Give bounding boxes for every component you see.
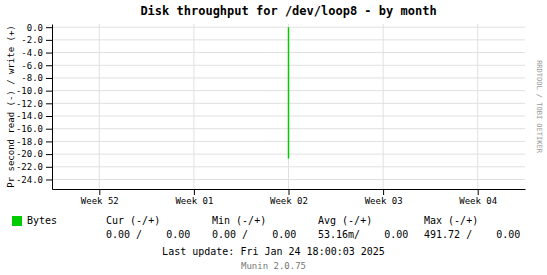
y-tick: -2.0 xyxy=(21,35,52,45)
y-tick-label: 0.0 xyxy=(27,23,43,33)
y-tick-mark xyxy=(46,40,52,41)
x-tick-mark xyxy=(383,189,384,195)
chart: 0.0 -2.0 -4.0 -6.0 -8.0 -10.0 -12.0 -14.0 -16.0 -… xyxy=(0,0,547,275)
x-tick-label: Week 01 xyxy=(175,196,213,206)
y-tick-mark xyxy=(46,141,52,142)
y-tick-mark xyxy=(46,91,52,92)
y-tick: -10.0 xyxy=(16,86,52,96)
y-tick: -24.0 xyxy=(16,175,52,185)
credit: Munin 2.0.75 xyxy=(241,261,306,271)
x-tick-mark xyxy=(99,189,100,195)
x-tick: Week 03 xyxy=(365,189,403,206)
title: Disk throughput for /dev/loop8 - by mont… xyxy=(140,4,436,18)
watermark: RRDTOOL / TOBI OETIKER xyxy=(535,60,543,154)
y-tick-label: -18.0 xyxy=(16,137,43,147)
grid-line-x xyxy=(477,24,478,189)
x-tick-label: Week 04 xyxy=(459,196,497,206)
x-tick-label: Week 03 xyxy=(365,196,403,206)
y-tick-mark xyxy=(46,53,52,54)
y-tick: -20.0 xyxy=(16,149,52,159)
y-tick-label: -2.0 xyxy=(21,35,43,45)
y-tick-mark xyxy=(46,154,52,155)
y-tick: -16.0 xyxy=(16,124,52,134)
footer-header: Avg (-/+) xyxy=(318,215,372,226)
y-axis-title: Pr second read (-) / write (+) xyxy=(6,25,16,188)
x-tick: Week 04 xyxy=(459,189,497,206)
legend-label: Bytes xyxy=(27,215,57,226)
x-tick-mark xyxy=(194,189,195,195)
x-tick-label: Week 52 xyxy=(81,196,119,206)
series-line xyxy=(288,27,290,158)
y-tick-label: -14.0 xyxy=(16,111,43,121)
y-tick-label: -24.0 xyxy=(16,175,43,185)
y-tick: -22.0 xyxy=(16,162,52,172)
y-tick: 0.0 xyxy=(27,23,52,33)
x-tick-mark xyxy=(289,189,290,195)
footer-value: 0.00 / 0.00 xyxy=(106,229,190,240)
grid-line-x xyxy=(383,24,384,189)
y-tick-mark xyxy=(46,116,52,117)
y-tick-mark xyxy=(46,103,52,104)
y-tick: -8.0 xyxy=(21,73,52,83)
y-tick-label: -12.0 xyxy=(16,99,43,109)
y-tick: -18.0 xyxy=(16,137,52,147)
y-tick: -6.0 xyxy=(21,61,52,71)
y-tick-mark xyxy=(46,65,52,66)
footer-value: 53.16m/ 0.00 xyxy=(318,229,408,240)
footer-header: Cur (-/+) xyxy=(106,215,160,226)
y-tick-mark xyxy=(46,129,52,130)
y-tick-mark xyxy=(46,167,52,168)
y-axis: 0.0 -2.0 -4.0 -6.0 -8.0 -10.0 -12.0 -14.0 -16.0 -… xyxy=(16,23,53,190)
x-tick: Week 02 xyxy=(270,189,308,206)
y-tick-label: -16.0 xyxy=(16,124,43,134)
y-tick-label: -6.0 xyxy=(21,61,43,71)
footer-value: 0.00 / 0.00 xyxy=(212,229,296,240)
plot: 0.0 -2.0 -4.0 -6.0 -8.0 -10.0 -12.0 -14.0 -16.0 -… xyxy=(16,23,526,207)
grid-line-x xyxy=(193,24,194,189)
y-tick-mark xyxy=(46,179,52,180)
y-tick-mark xyxy=(46,27,52,28)
legend-swatch xyxy=(12,216,22,226)
footer-header: Min (-/+) xyxy=(212,215,266,226)
x-tick-mark xyxy=(478,189,479,195)
y-tick-mark xyxy=(46,78,52,79)
x-tick: Week 01 xyxy=(175,189,213,206)
x-axis: Week 52 Week 01 Week 02 Week 03 Week 04 xyxy=(53,189,526,206)
legend-item: Bytes xyxy=(12,215,57,226)
marks xyxy=(288,27,289,158)
footer-value: 491.72 / 0.00 xyxy=(424,229,520,240)
footer-header: Max (-/+) xyxy=(424,215,478,226)
y-tick: -12.0 xyxy=(16,99,52,109)
y-tick: -14.0 xyxy=(16,111,52,121)
y-tick-label: -22.0 xyxy=(16,162,43,172)
y-tick-label: -10.0 xyxy=(16,86,43,96)
x-tick-label: Week 02 xyxy=(270,196,308,206)
grid-line-x xyxy=(288,24,289,189)
y-tick: -4.0 xyxy=(21,48,52,58)
y-tick-label: -8.0 xyxy=(21,73,43,83)
y-tick-label: -4.0 xyxy=(21,48,43,58)
grid xyxy=(52,24,525,189)
y-tick-label: -20.0 xyxy=(16,149,43,159)
x-tick: Week 52 xyxy=(81,189,119,206)
grid-line-x xyxy=(99,24,100,189)
y-axis-line xyxy=(52,25,53,190)
last-update: Last update: Fri Jan 24 18:00:03 2025 xyxy=(162,246,385,257)
